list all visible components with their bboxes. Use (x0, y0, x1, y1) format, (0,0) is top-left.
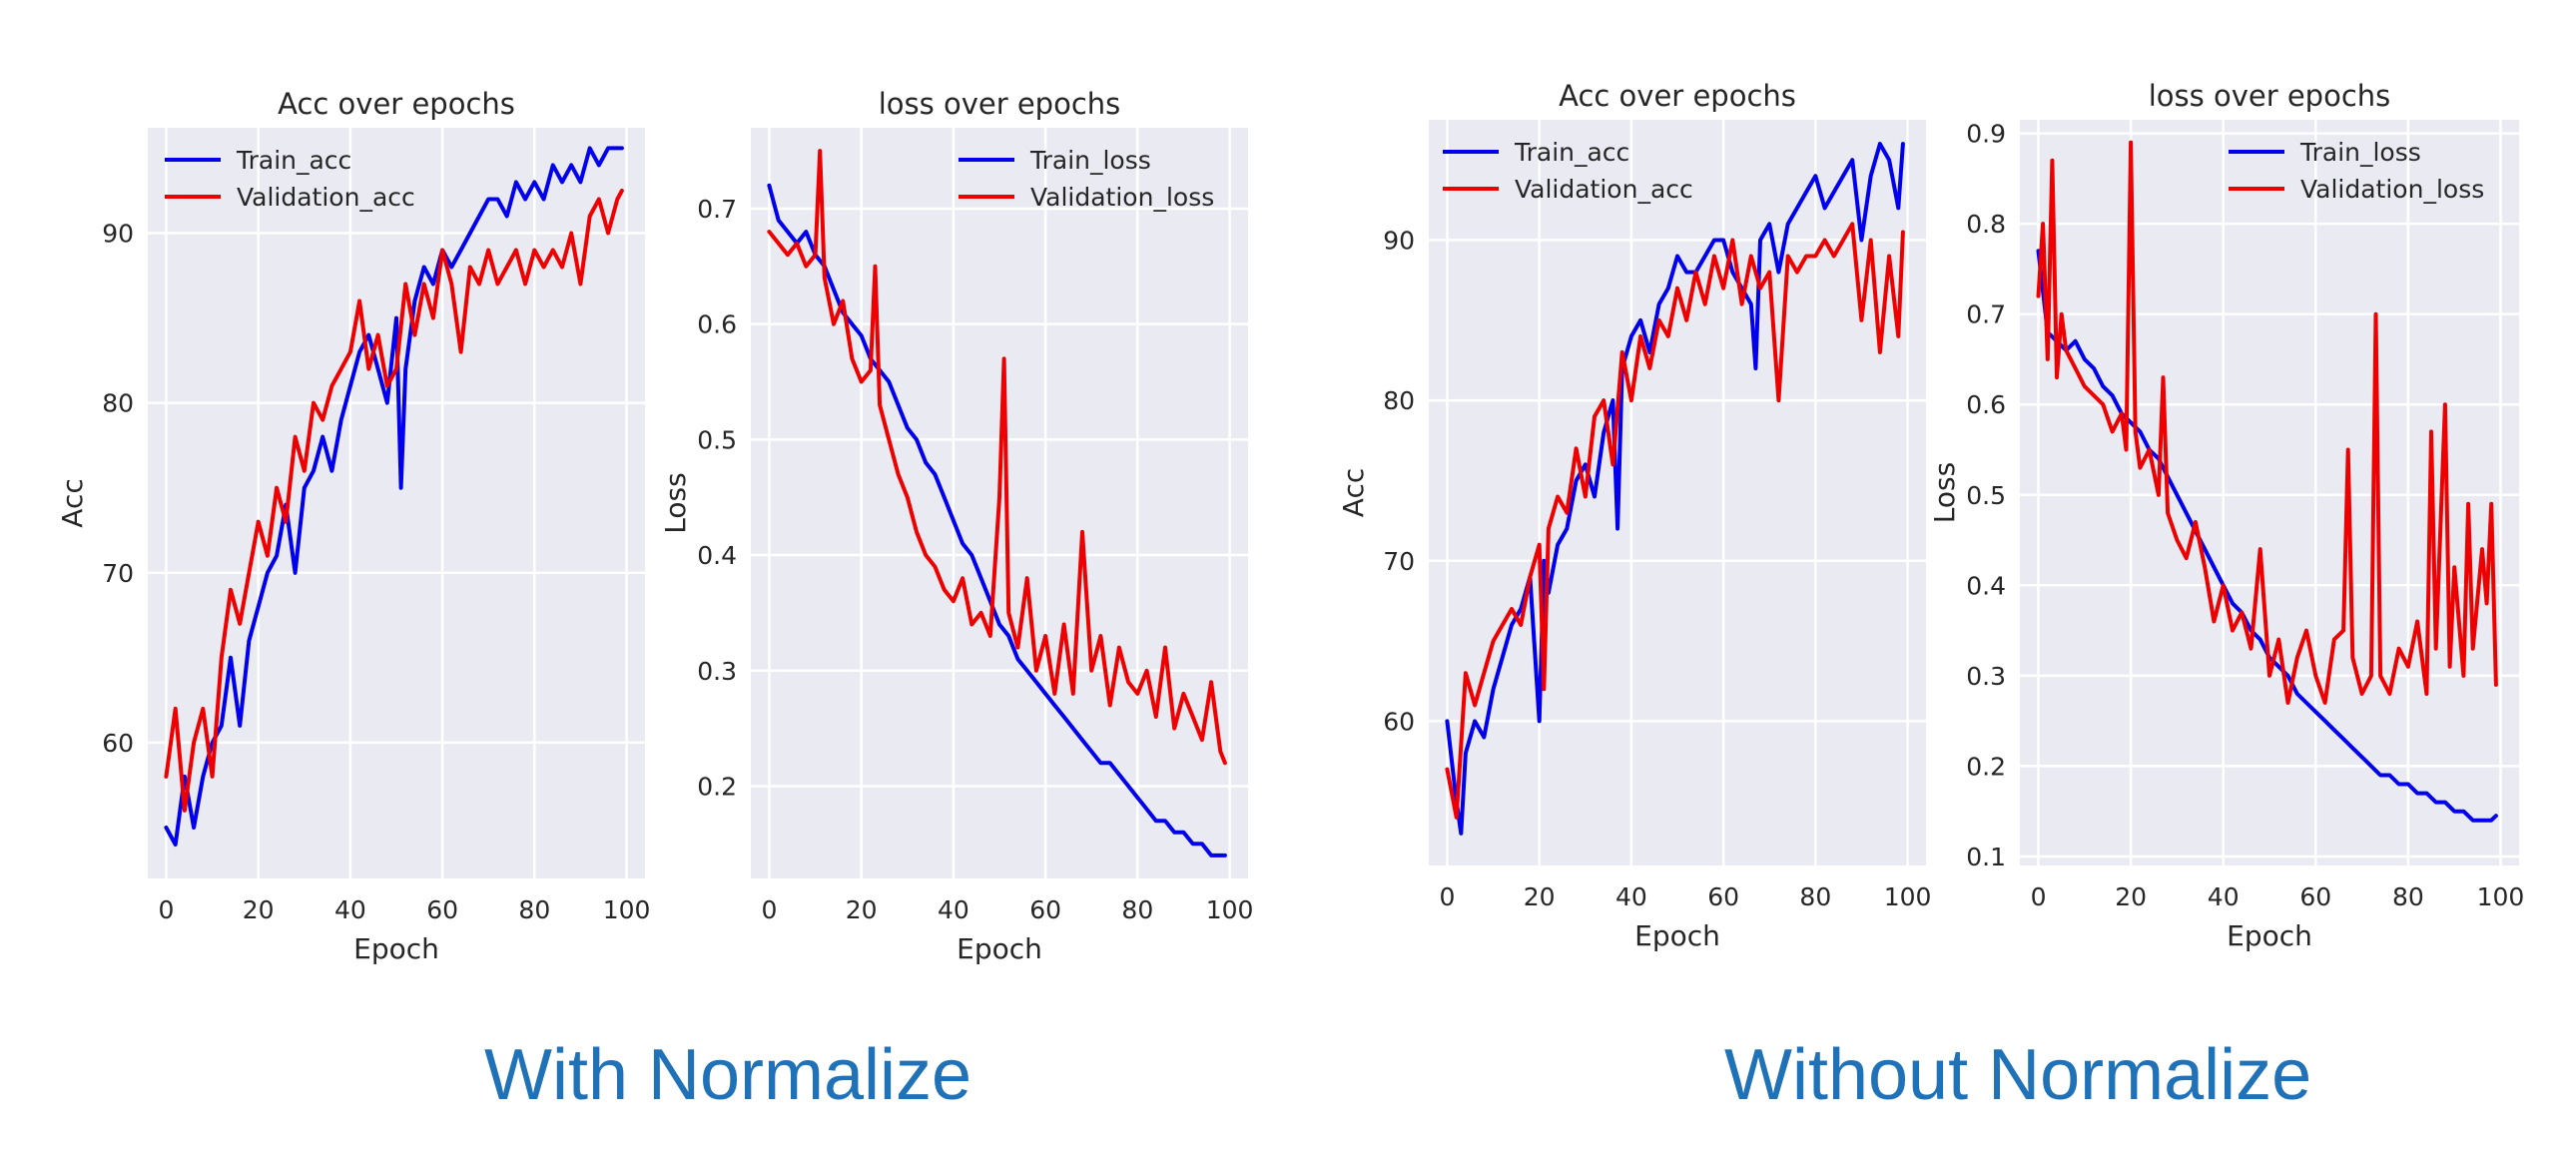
y-tick-label: 70 (1383, 547, 1415, 576)
x-tick-label: 20 (2115, 882, 2147, 911)
plot-area (148, 128, 645, 878)
y-tick-label: 60 (102, 729, 134, 758)
y-tick-label: 0.1 (1966, 843, 2006, 871)
y-tick-label: 0.3 (1966, 662, 2006, 691)
x-tick-label: 20 (1524, 882, 1556, 911)
y-tick-label: 0.6 (697, 310, 737, 339)
y-tick-label: 70 (102, 559, 134, 588)
legend-label: Validation_loss (1030, 183, 1214, 212)
x-tick-label: 40 (334, 895, 366, 924)
x-tick-label: 0 (2031, 882, 2047, 911)
x-axis-label: Epoch (1634, 919, 1720, 952)
chart-title: Acc over epochs (1559, 79, 1796, 113)
x-tick-label: 40 (2208, 882, 2240, 911)
x-tick-label: 100 (1884, 882, 1932, 911)
series-line-train-acc (164, 146, 624, 847)
x-tick-label: 80 (1799, 882, 1831, 911)
x-axis-label: Epoch (957, 932, 1042, 965)
series-line-validation-acc (164, 189, 624, 813)
y-tick-label: 80 (102, 389, 134, 418)
y-axis-label: Loss (659, 472, 692, 533)
x-tick-label: 80 (518, 895, 550, 924)
series-line-train-acc (1445, 142, 1905, 836)
series-line-validation-acc (1445, 222, 1905, 820)
x-tick-label: 100 (1206, 895, 1254, 924)
chart-title: Acc over epochs (278, 87, 515, 121)
legend-label: Validation_loss (2300, 175, 2484, 204)
y-tick-label: 0.8 (1966, 210, 2006, 239)
legend-label: Train_acc (236, 146, 351, 175)
y-axis-label: Acc (1337, 468, 1370, 517)
y-tick-label: 0.4 (1966, 571, 2006, 600)
chart-panel-3: 0 20 40 60 80 100 60 70 80 90 Acc over epochs Epoch… (1337, 79, 1931, 952)
y-tick-label: 90 (102, 219, 134, 248)
plot-area (2020, 120, 2519, 865)
y-tick-label: 80 (1383, 386, 1415, 415)
legend-label: Train_acc (1514, 138, 1629, 167)
x-tick-label: 100 (603, 895, 651, 924)
y-tick-label: 0.2 (1966, 752, 2006, 781)
x-tick-label: 100 (2477, 882, 2525, 911)
caption-without-normalize: Without Normalize (1724, 1035, 2312, 1115)
x-tick-label: 0 (761, 895, 777, 924)
series-line-validation-loss (767, 149, 1227, 766)
y-tick-label: 0.3 (697, 657, 737, 686)
series-line-validation-loss (2036, 140, 2498, 705)
y-tick-label: 0.4 (697, 541, 737, 570)
legend-label: Train_loss (2299, 138, 2421, 167)
legend-label: Validation_acc (1515, 175, 1693, 204)
x-tick-label: 40 (938, 895, 969, 924)
legend-label: Train_loss (1029, 146, 1151, 175)
x-tick-label: 60 (426, 895, 458, 924)
y-tick-label: 0.5 (1966, 481, 2006, 510)
y-tick-label: 0.7 (697, 195, 737, 224)
y-tick-label: 0.2 (697, 772, 737, 801)
x-tick-label: 80 (1121, 895, 1153, 924)
x-tick-label: 0 (1439, 882, 1455, 911)
chart-title: loss over epochs (2149, 79, 2391, 113)
x-tick-label: 20 (243, 895, 275, 924)
y-tick-label: 0.7 (1966, 300, 2006, 329)
x-tick-label: 20 (846, 895, 878, 924)
x-tick-label: 80 (2392, 882, 2424, 911)
y-tick-label: 0.5 (697, 425, 737, 454)
caption-with-normalize: With Normalize (484, 1035, 972, 1115)
y-axis-label: Acc (56, 478, 89, 527)
y-tick-label: 60 (1383, 707, 1415, 736)
y-tick-label: 90 (1383, 226, 1415, 255)
x-tick-label: 40 (1615, 882, 1647, 911)
y-tick-label: 0.9 (1966, 120, 2006, 149)
x-tick-label: 0 (158, 895, 174, 924)
legend-label: Validation_acc (237, 183, 415, 212)
chart-panel-1: 0 20 40 60 80 100 60 70 80 90 Acc over epochs Epoch… (56, 87, 650, 965)
x-tick-label: 60 (1029, 895, 1061, 924)
x-axis-label: Epoch (2227, 919, 2312, 952)
y-axis-label: Loss (1928, 462, 1961, 523)
x-axis-label: Epoch (353, 932, 439, 965)
y-tick-label: 0.6 (1966, 390, 2006, 419)
x-tick-label: 60 (2299, 882, 2331, 911)
chart-panel-4: 0 20 40 60 80 100 0.1 0.2 0.3 0.4 0.5 0.6 0.7 0.8 0.9 l… (1928, 79, 2524, 952)
chart-title: loss over epochs (879, 87, 1121, 121)
x-tick-label: 60 (1707, 882, 1739, 911)
chart-panel-2: 0 20 40 60 80 100 0.2 0.3 0.4 0.5 0.6 0.7 loss over … (659, 87, 1253, 965)
